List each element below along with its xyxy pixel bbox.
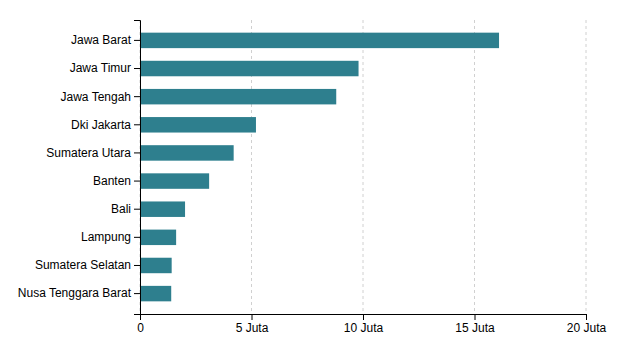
bar <box>140 258 172 273</box>
category-tick-label: Nusa Tenggara Barat <box>18 286 132 300</box>
chart-svg: 0 5 Juta 10 Juta 15 Juta 20 Juta Nusa Tenggar… <box>0 0 620 348</box>
bar <box>140 173 209 188</box>
category-tick-mark <box>134 237 140 238</box>
category-tick: Banten <box>93 174 140 188</box>
category-tick-mark <box>134 293 140 294</box>
bar <box>140 61 359 76</box>
value-tick: 0 <box>137 314 144 335</box>
grid-line <box>586 20 587 314</box>
bar <box>140 201 185 216</box>
category-tick: Dki Jakarta <box>71 118 140 132</box>
grid-line <box>363 20 364 314</box>
value-tick: 5 Juta <box>236 314 269 335</box>
value-tick-mark <box>363 314 364 320</box>
plot-area: 0 5 Juta 10 Juta 15 Juta 20 Juta Nusa Tenggar… <box>18 20 607 335</box>
category-tick-label: Sumatera Utara <box>46 146 131 160</box>
value-tick-mark <box>475 314 476 320</box>
bar <box>140 286 171 301</box>
value-tick: 10 Juta <box>344 314 384 335</box>
value-tick-mark <box>586 314 587 320</box>
category-tick-label: Dki Jakarta <box>71 118 131 132</box>
category-tick-label: Jawa Timur <box>70 61 131 75</box>
bar <box>140 117 256 132</box>
category-tick-mark <box>134 124 140 125</box>
grid <box>140 20 586 314</box>
category-tick-mark <box>134 40 140 41</box>
bar <box>140 33 499 48</box>
bar <box>140 145 234 160</box>
category-tick: Lampung <box>81 230 140 244</box>
category-tick-label: Sumatera Selatan <box>35 258 131 272</box>
category-tick: Jawa Timur <box>70 61 140 75</box>
category-tick-label: Jawa Barat <box>71 33 132 47</box>
value-tick-mark <box>252 314 253 320</box>
category-axis-line <box>134 21 141 315</box>
category-tick-label: Lampung <box>81 230 131 244</box>
value-tick-label: 20 Juta <box>567 321 607 335</box>
category-tick-mark <box>134 181 140 182</box>
category-tick: Sumatera Utara <box>46 146 140 160</box>
value-tick-label: 15 Juta <box>455 321 495 335</box>
value-tick: 15 Juta <box>455 314 495 335</box>
category-tick-label: Banten <box>93 174 131 188</box>
category-tick-label: Bali <box>111 202 131 216</box>
category-tick-mark <box>134 209 140 210</box>
value-tick-label: 10 Juta <box>344 321 384 335</box>
category-tick: Sumatera Selatan <box>35 258 140 272</box>
value-axis: 0 5 Juta 10 Juta 15 Juta 20 Juta <box>137 314 606 335</box>
grid-line <box>474 20 475 314</box>
category-tick-mark <box>134 152 140 153</box>
value-axis-line <box>141 315 587 321</box>
category-axis: Nusa Tenggara Barat Sumatera Selatan Lampu… <box>18 21 141 315</box>
category-tick-label: Jawa Tengah <box>61 90 132 104</box>
bar <box>140 89 336 104</box>
category-tick: Jawa Barat <box>71 33 140 47</box>
category-tick-mark <box>134 265 140 266</box>
value-tick: 20 Juta <box>567 314 607 335</box>
bars <box>140 33 499 302</box>
category-tick-mark <box>134 68 140 69</box>
value-tick-label: 0 <box>137 321 144 335</box>
bar <box>140 230 176 245</box>
category-tick: Nusa Tenggara Barat <box>18 286 140 300</box>
chart-container: 0 5 Juta 10 Juta 15 Juta 20 Juta Nusa Tenggar… <box>0 0 620 348</box>
category-tick: Bali <box>111 202 140 216</box>
value-tick-label: 5 Juta <box>236 321 269 335</box>
category-tick: Jawa Tengah <box>61 90 141 104</box>
category-tick-mark <box>134 96 140 97</box>
